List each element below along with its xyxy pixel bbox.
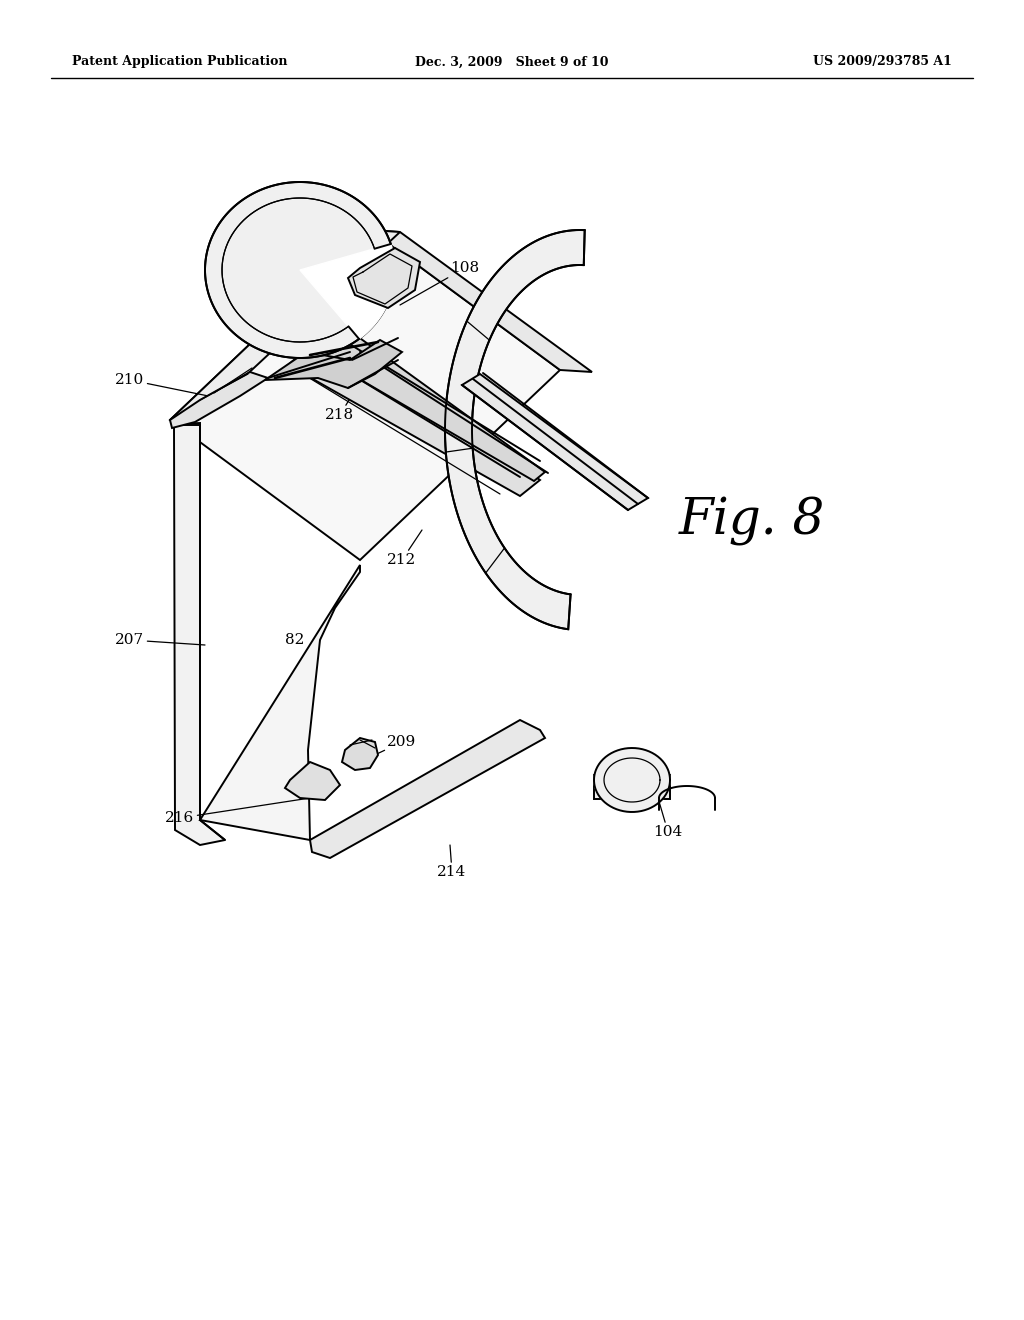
Polygon shape (265, 341, 402, 388)
Text: 216: 216 (165, 799, 310, 825)
Text: US 2009/293785 A1: US 2009/293785 A1 (813, 55, 952, 69)
Text: 104: 104 (653, 799, 683, 840)
Text: 209: 209 (360, 735, 417, 762)
Polygon shape (200, 565, 360, 840)
Polygon shape (170, 372, 268, 428)
Text: Dec. 3, 2009   Sheet 9 of 10: Dec. 3, 2009 Sheet 9 of 10 (416, 55, 608, 69)
Polygon shape (205, 182, 395, 358)
Polygon shape (594, 775, 670, 799)
Polygon shape (300, 244, 395, 339)
Polygon shape (308, 325, 545, 480)
Polygon shape (462, 374, 648, 510)
Text: 212: 212 (387, 531, 422, 568)
Text: 214: 214 (437, 845, 467, 879)
Polygon shape (342, 738, 378, 770)
Text: 82: 82 (286, 634, 305, 647)
Text: Fig. 8: Fig. 8 (679, 496, 825, 545)
Polygon shape (288, 333, 540, 496)
Polygon shape (594, 748, 670, 812)
Polygon shape (370, 230, 592, 372)
Polygon shape (174, 422, 225, 845)
Polygon shape (170, 230, 560, 560)
Polygon shape (445, 230, 585, 630)
Polygon shape (310, 719, 545, 858)
Text: 108: 108 (400, 261, 479, 305)
Polygon shape (285, 762, 340, 800)
Text: Patent Application Publication: Patent Application Publication (72, 55, 288, 69)
Text: 207: 207 (116, 634, 205, 647)
Text: 218: 218 (326, 389, 355, 422)
Polygon shape (348, 248, 420, 308)
Polygon shape (170, 230, 400, 420)
Text: 210: 210 (116, 374, 228, 400)
